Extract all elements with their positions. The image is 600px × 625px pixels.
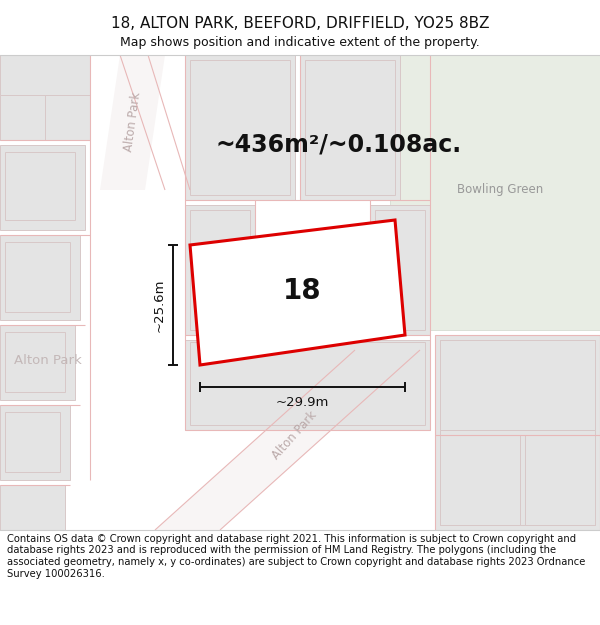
Polygon shape bbox=[155, 350, 420, 530]
Polygon shape bbox=[305, 60, 395, 195]
Polygon shape bbox=[190, 220, 405, 365]
Polygon shape bbox=[190, 342, 425, 425]
Polygon shape bbox=[0, 55, 90, 95]
Polygon shape bbox=[0, 235, 80, 320]
Polygon shape bbox=[185, 205, 255, 335]
Polygon shape bbox=[190, 210, 250, 330]
Polygon shape bbox=[0, 145, 85, 230]
Polygon shape bbox=[190, 60, 290, 195]
Polygon shape bbox=[5, 332, 65, 392]
Text: Alton Park: Alton Park bbox=[270, 408, 320, 462]
Text: 18: 18 bbox=[283, 278, 322, 305]
Text: ~29.9m: ~29.9m bbox=[276, 396, 329, 409]
Polygon shape bbox=[5, 152, 75, 220]
Polygon shape bbox=[0, 325, 75, 400]
Polygon shape bbox=[185, 340, 430, 430]
Polygon shape bbox=[300, 55, 400, 200]
Polygon shape bbox=[0, 95, 45, 140]
Text: Bowling Green: Bowling Green bbox=[457, 184, 543, 196]
Polygon shape bbox=[5, 412, 60, 472]
Text: ~25.6m: ~25.6m bbox=[152, 278, 166, 332]
Polygon shape bbox=[0, 485, 65, 530]
Text: Alton Park: Alton Park bbox=[122, 91, 143, 152]
Polygon shape bbox=[525, 435, 595, 525]
Polygon shape bbox=[185, 55, 295, 200]
Text: Alton Park: Alton Park bbox=[14, 354, 82, 366]
Text: ~436m²/~0.108ac.: ~436m²/~0.108ac. bbox=[215, 133, 461, 157]
Text: 18, ALTON PARK, BEEFORD, DRIFFIELD, YO25 8BZ: 18, ALTON PARK, BEEFORD, DRIFFIELD, YO25… bbox=[111, 16, 489, 31]
Polygon shape bbox=[45, 95, 90, 140]
Polygon shape bbox=[100, 55, 165, 190]
Polygon shape bbox=[5, 242, 70, 312]
Polygon shape bbox=[0, 55, 90, 140]
Text: Map shows position and indicative extent of the property.: Map shows position and indicative extent… bbox=[120, 36, 480, 49]
Polygon shape bbox=[0, 405, 70, 480]
Polygon shape bbox=[370, 205, 430, 335]
Polygon shape bbox=[390, 55, 600, 330]
Polygon shape bbox=[435, 335, 600, 530]
Text: Contains OS data © Crown copyright and database right 2021. This information is : Contains OS data © Crown copyright and d… bbox=[7, 534, 586, 579]
Polygon shape bbox=[440, 340, 595, 430]
Polygon shape bbox=[375, 210, 425, 330]
Polygon shape bbox=[440, 435, 520, 525]
Polygon shape bbox=[440, 340, 595, 525]
